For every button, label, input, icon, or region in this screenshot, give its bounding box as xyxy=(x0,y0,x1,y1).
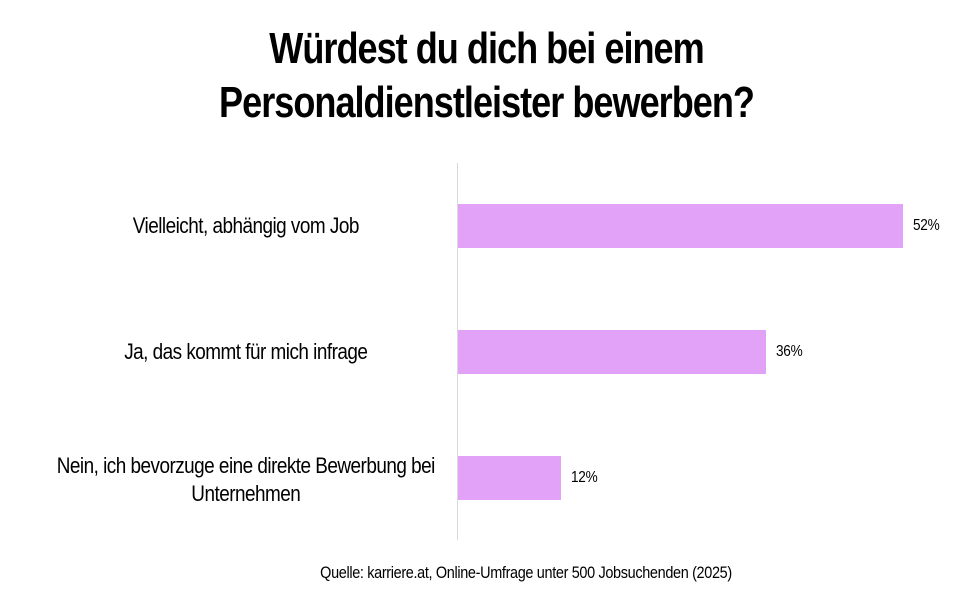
category-label-3-line-1: Nein, ich bevorzuge eine direkte Bewerbu… xyxy=(56,453,436,478)
value-label-3: 12% xyxy=(570,469,598,486)
value-label-2: 36% xyxy=(776,343,803,360)
value-label-1: 52% xyxy=(913,217,940,234)
bar-3 xyxy=(458,456,561,500)
source-note: Quelle: karriere.at, Online-Umfrage unte… xyxy=(320,563,732,582)
category-label-2: Ja, das kommt für mich infrage xyxy=(124,339,368,364)
category-label-3-line-2: Unternehmen xyxy=(191,481,301,506)
bar-1 xyxy=(458,204,903,248)
chart-title: Würdest du dich bei einem Personaldienst… xyxy=(88,22,886,130)
chart-title-line-1: Würdest du dich bei einem xyxy=(269,24,704,73)
category-label-1: Vielleicht, abhängig vom Job xyxy=(132,213,360,238)
y-axis-line xyxy=(457,163,458,540)
chart-title-line-2: Personaldienstleister bewerben? xyxy=(219,78,755,127)
category-label-3: Nein, ich bevorzuge eine direkte Bewerbu… xyxy=(56,452,436,508)
bar-2 xyxy=(458,330,767,374)
